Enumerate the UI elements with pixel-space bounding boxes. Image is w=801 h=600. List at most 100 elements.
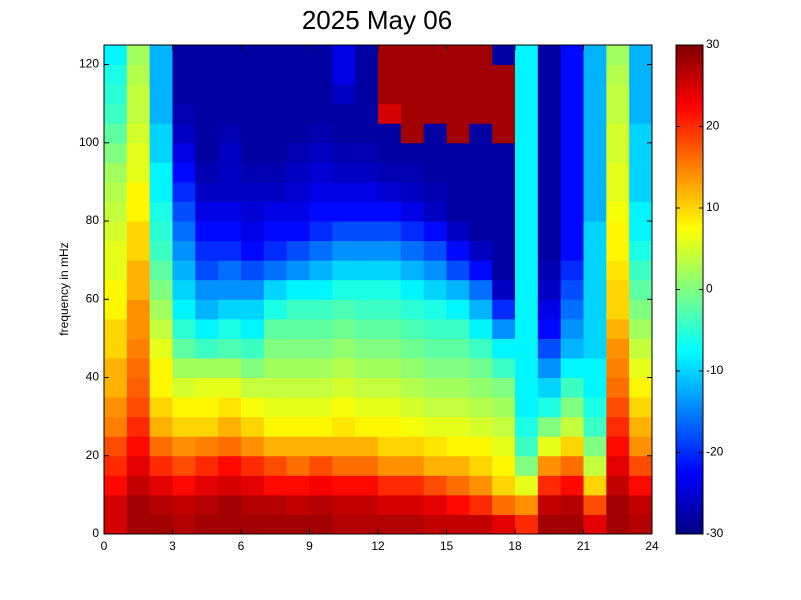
- heatmap-cell: [309, 181, 333, 202]
- heatmap-cell: [286, 377, 310, 398]
- heatmap-cell: [263, 397, 288, 418]
- x-tick-label: 18: [508, 539, 522, 553]
- heatmap-cell: [492, 221, 516, 242]
- heatmap-cell: [149, 260, 173, 281]
- heatmap-cell: [423, 221, 447, 242]
- heatmap-cell: [218, 181, 242, 202]
- heatmap-cell: [241, 357, 265, 379]
- heatmap-cell: [537, 123, 562, 144]
- heatmap-cell: [195, 436, 219, 457]
- heatmap-cell: [446, 357, 470, 379]
- heatmap-cell: [537, 103, 562, 124]
- heatmap-cell: [583, 377, 607, 398]
- heatmap-cell: [515, 357, 539, 379]
- heatmap-cell: [309, 45, 333, 66]
- heatmap-cell: [423, 123, 447, 144]
- heatmap-cell: [286, 416, 310, 437]
- heatmap-cell: [263, 494, 288, 515]
- heatmap-cell: [286, 318, 310, 339]
- heatmap-cell: [126, 377, 151, 398]
- heatmap-cell: [629, 45, 653, 66]
- heatmap-cell: [469, 240, 493, 261]
- heatmap-cell: [149, 240, 173, 261]
- heatmap-cell: [423, 162, 447, 183]
- heatmap-cell: [583, 123, 607, 144]
- heatmap-cell: [583, 221, 607, 242]
- heatmap-cell: [537, 142, 562, 163]
- heatmap-cell: [537, 318, 562, 339]
- heatmap-cell: [195, 45, 219, 66]
- heatmap-cell: [241, 299, 265, 320]
- heatmap-cell: [469, 142, 493, 163]
- heatmap-cell: [355, 123, 379, 144]
- heatmap-cell: [492, 475, 516, 496]
- heatmap-cell: [241, 475, 265, 496]
- heatmap-cell: [378, 279, 402, 300]
- heatmap-cell: [263, 475, 288, 496]
- heatmap-cell: [355, 436, 379, 457]
- heatmap-cell: [104, 103, 128, 124]
- heatmap-cell: [355, 299, 379, 320]
- heatmap-cell: [537, 475, 562, 496]
- heatmap-cell: [606, 103, 630, 124]
- heatmap-cell: [492, 240, 516, 261]
- heatmap-cell: [241, 84, 265, 105]
- heatmap-cell: [537, 514, 562, 535]
- heatmap-cell: [286, 123, 310, 144]
- heatmap-cell: [515, 318, 539, 339]
- heatmap-cell: [469, 494, 493, 515]
- heatmap-cell: [332, 338, 356, 359]
- heatmap-cell: [378, 436, 402, 457]
- heatmap-cell: [446, 142, 470, 163]
- heatmap-cell: [606, 260, 630, 281]
- heatmap-cell: [400, 123, 425, 144]
- heatmap-cell: [515, 436, 539, 457]
- heatmap-cell: [126, 436, 151, 457]
- heatmap-cell: [378, 181, 402, 202]
- heatmap-cell: [286, 397, 310, 418]
- heatmap-cell: [537, 240, 562, 261]
- heatmap-cell: [286, 240, 310, 261]
- heatmap-cell: [241, 416, 265, 437]
- heatmap-cell: [537, 377, 562, 398]
- heatmap-cell: [149, 45, 173, 66]
- heatmap-cell: [606, 397, 630, 418]
- heatmap-cell: [492, 338, 516, 359]
- heatmap-cell: [537, 201, 562, 222]
- heatmap-cell: [583, 514, 607, 535]
- heatmap-cell: [446, 240, 470, 261]
- heatmap-cell: [400, 142, 425, 163]
- heatmap-cell: [309, 299, 333, 320]
- heatmap-cell: [195, 123, 219, 144]
- heatmap-cell: [286, 181, 310, 202]
- heatmap-cell: [537, 181, 562, 202]
- heatmap-cell: [446, 416, 470, 437]
- heatmap-cell: [515, 201, 539, 222]
- heatmap-cell: [446, 494, 470, 515]
- heatmap-cell: [469, 279, 493, 300]
- heatmap-cell: [423, 142, 447, 163]
- x-tick-label: 24: [645, 539, 659, 553]
- heatmap-cell: [469, 260, 493, 281]
- heatmap-cell: [400, 201, 425, 222]
- heatmap-cell: [149, 357, 173, 379]
- heatmap-cell: [469, 318, 493, 339]
- heatmap-cell: [241, 318, 265, 339]
- heatmap-cell: [332, 455, 356, 476]
- heatmap-cell: [400, 514, 425, 535]
- heatmap-cell: [104, 318, 128, 339]
- heatmap-cell: [309, 514, 333, 535]
- heatmap-cell: [126, 64, 151, 85]
- heatmap-cell: [423, 455, 447, 476]
- heatmap-cell: [378, 201, 402, 222]
- heatmap-cell: [492, 181, 516, 202]
- heatmap-cell: [583, 494, 607, 515]
- heatmap-cell: [218, 123, 242, 144]
- heatmap-cell: [172, 397, 196, 418]
- heatmap-cell: [263, 64, 288, 85]
- heatmap-cell: [492, 64, 516, 85]
- heatmap-cell: [560, 123, 584, 144]
- heatmap-cell: [537, 260, 562, 281]
- heatmap-cell: [560, 494, 584, 515]
- heatmap-cell: [309, 142, 333, 163]
